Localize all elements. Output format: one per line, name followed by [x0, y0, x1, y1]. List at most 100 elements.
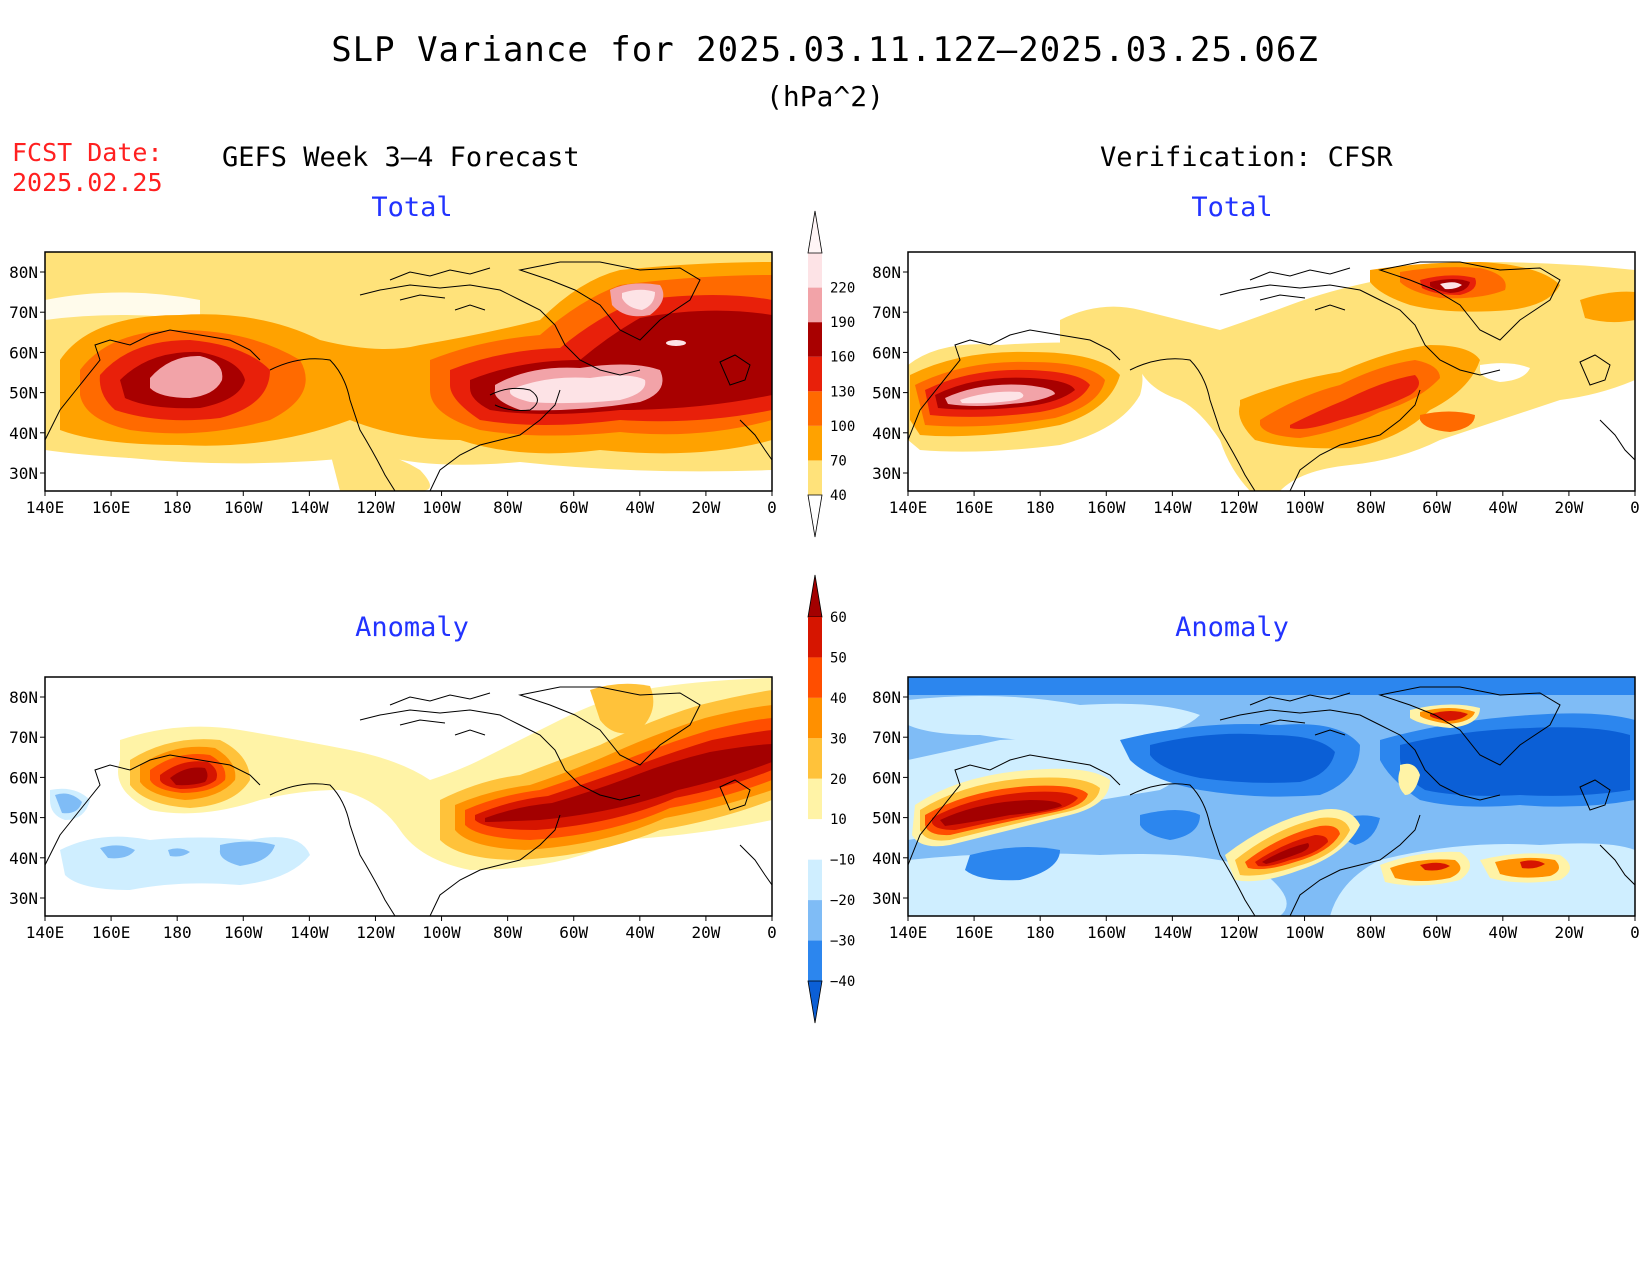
lon-tick-label: 140W [290, 498, 329, 517]
lon-tick-label: 80W [493, 923, 522, 942]
lon-tick-label: 140W [290, 923, 329, 942]
colorbar-box [808, 697, 822, 739]
lat-tick-label: 60N [872, 768, 901, 787]
lon-tick-label: 180 [163, 498, 192, 517]
lon-tick-label: 120W [356, 923, 395, 942]
lat-tick-label: 30N [872, 464, 901, 483]
lon-tick-label: 0 [767, 498, 777, 517]
lon-tick-label: 0 [1630, 498, 1640, 517]
verification-header: Verification: CFSR [1100, 142, 1393, 173]
lon-tick-label: 20W [1554, 498, 1583, 517]
colorbar-level-label: 160 [830, 350, 855, 366]
colorbar-level-label: 40 [830, 691, 847, 707]
lon-tick-label: 60W [559, 923, 588, 942]
colorbar-level-label: 10 [830, 812, 847, 828]
verification-anomaly-title: Anomaly [1175, 612, 1289, 643]
lon-tick-label: 160E [92, 498, 131, 517]
colorbar-box [808, 356, 822, 392]
lon-tick-label: 80W [1356, 498, 1385, 517]
lon-tick-label: 0 [767, 923, 777, 942]
lat-tick-label: 30N [9, 464, 38, 483]
fcst-date-label: FCST Date: 2025.02.25 [12, 138, 163, 198]
colorbar-box [808, 940, 822, 981]
lat-tick-label: 70N [9, 728, 38, 747]
lon-tick-label: 100W [422, 923, 461, 942]
lat-tick-label: 60N [9, 343, 38, 362]
lon-tick-label: 20W [1554, 923, 1583, 942]
colorbar-box [808, 287, 822, 323]
colorbar-level-label: 60 [830, 610, 847, 626]
lat-tick-label: 50N [9, 384, 38, 403]
verification-total-title: Total [1191, 192, 1273, 223]
colorbar-bottom-arrow [807, 980, 823, 1024]
lat-tick-label: 60N [872, 343, 901, 362]
colorbar-bottom-arrow [807, 494, 823, 538]
lon-tick-label: 160W [1087, 923, 1126, 942]
colorbar-box [808, 738, 822, 779]
colorbar-level-label: 50 [830, 650, 847, 666]
lat-tick-label: 40N [9, 849, 38, 868]
lon-tick-label: 80W [493, 498, 522, 517]
forecast-anomaly-map [44, 676, 773, 917]
lon-tick-label: 160E [955, 923, 994, 942]
colorbar-level-label: 70 [830, 453, 847, 469]
lon-tick-label: 180 [1026, 498, 1055, 517]
lon-tick-label: 140E [26, 498, 65, 517]
colorbar-box [808, 322, 822, 357]
forecast-anomaly-title: Anomaly [355, 612, 469, 643]
lon-tick-label: 20W [691, 498, 720, 517]
colorbar-top-arrow [807, 210, 823, 254]
lat-tick-label: 40N [872, 849, 901, 868]
lat-tick-label: 60N [9, 768, 38, 787]
colorbar-box [808, 253, 822, 288]
colorbar-box [808, 859, 822, 901]
lat-tick-label: 70N [872, 303, 901, 322]
colorbar-box [808, 819, 822, 860]
colorbar-box [808, 657, 822, 698]
total-colorbar: 40 70 100 130 160 190 220 [807, 210, 855, 538]
verification-anomaly-map [907, 676, 1636, 917]
colorbar-box [808, 617, 822, 658]
figure-units: (hPa^2) [765, 80, 884, 113]
lon-tick-label: 20W [691, 923, 720, 942]
lat-tick-label: 70N [9, 303, 38, 322]
lon-tick-label: 180 [1026, 923, 1055, 942]
lat-tick-label: 50N [9, 809, 38, 828]
lon-tick-label: 160W [224, 498, 263, 517]
lon-tick-label: 100W [1285, 498, 1324, 517]
lon-tick-label: 40W [1488, 498, 1517, 517]
colorbar-level-label: 130 [830, 384, 855, 400]
anomaly-colorbar: 60 50 40 30 20 10 −10 −20 −30 −40 [807, 574, 855, 1024]
forecast-header: GEFS Week 3–4 Forecast [222, 142, 580, 173]
colorbar-level-label: −40 [830, 974, 855, 990]
lat-tick-label: 40N [9, 424, 38, 443]
lon-tick-label: 160W [224, 923, 263, 942]
colorbar-level-label: 40 [830, 488, 847, 504]
lon-tick-label: 160E [955, 498, 994, 517]
colorbar-box [808, 778, 822, 820]
lon-tick-label: 60W [1422, 498, 1451, 517]
lat-tick-label: 80N [9, 688, 38, 707]
lon-tick-label: 60W [1422, 923, 1451, 942]
lon-tick-label: 120W [1219, 498, 1258, 517]
lon-tick-label: 140W [1153, 923, 1192, 942]
lat-tick-label: 40N [872, 424, 901, 443]
fcst-date-value: 2025.02.25 [12, 168, 163, 197]
colorbar-level-label: −30 [830, 934, 855, 950]
lon-tick-label: 140E [889, 498, 928, 517]
axis-labels: 140E 160E 180 160W 140W 120W 100W 80W 60W 40W 20W 0… [9, 263, 1640, 942]
colorbar-level-label: 220 [830, 281, 855, 297]
colorbar-level-label: 30 [830, 731, 847, 747]
forecast-total-title: Total [371, 192, 453, 223]
lat-tick-label: 80N [872, 263, 901, 282]
colorbar-box [808, 425, 822, 461]
lon-tick-label: 60W [559, 498, 588, 517]
lon-tick-label: 120W [356, 498, 395, 517]
colorbar-box [808, 900, 822, 941]
colorbar-level-label: 20 [830, 772, 847, 788]
colorbar-box [808, 460, 822, 495]
lon-tick-label: 40W [625, 498, 654, 517]
lon-tick-label: 160E [92, 923, 131, 942]
lat-tick-label: 30N [872, 889, 901, 908]
